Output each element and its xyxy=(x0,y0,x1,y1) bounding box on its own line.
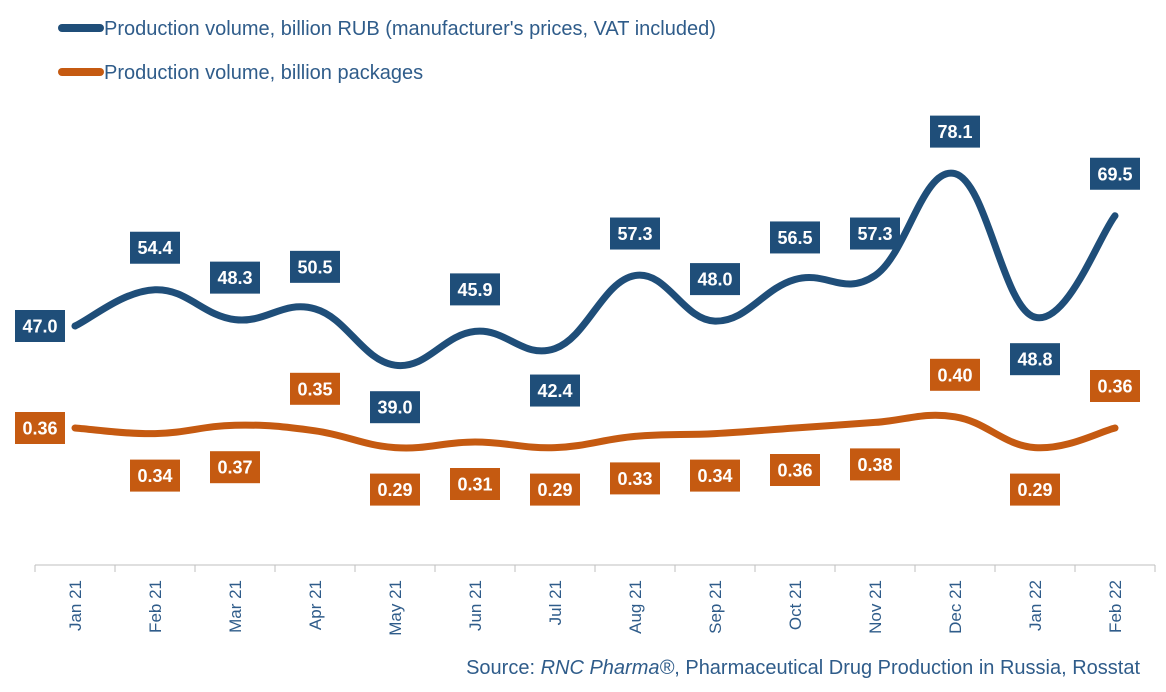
data-label-box xyxy=(450,273,500,306)
data-label-box xyxy=(530,374,580,407)
data-label: 50.5 xyxy=(297,257,332,277)
data-label-box xyxy=(1090,157,1140,190)
x-tick-label: Jun 21 xyxy=(466,580,485,631)
data-label-box xyxy=(930,115,980,148)
data-label-box xyxy=(130,459,180,492)
data-label: 54.4 xyxy=(137,238,172,258)
data-label-box xyxy=(770,454,820,486)
data-label-box xyxy=(15,412,65,444)
data-label-box xyxy=(210,261,260,294)
series-1: 47.0 54.4 48.3 50.5 39.0 45.9 42.4 57.3 48.0 56.5… xyxy=(15,115,1140,424)
x-tick-label: Dec 21 xyxy=(946,580,965,634)
legend: Production volume, billion RUB (manufact… xyxy=(58,18,716,84)
data-label: 0.36 xyxy=(22,419,57,439)
data-label-box xyxy=(610,217,660,250)
x-tick-label: Sep 21 xyxy=(706,580,725,634)
series-line xyxy=(71,169,1119,370)
x-axis: Jan 21 Feb 21 Mar 21 Apr 21 May 21 Jun 21 Jul … xyxy=(34,564,1156,636)
data-label-box xyxy=(210,451,260,484)
x-tick-label: Mar 21 xyxy=(226,580,245,633)
source-prefix: Source: xyxy=(466,657,541,679)
data-label: 0.31 xyxy=(457,475,492,495)
data-label: 0.40 xyxy=(937,365,972,385)
data-label: 0.38 xyxy=(857,455,892,475)
data-label: 0.29 xyxy=(537,480,572,500)
data-label-box xyxy=(290,372,340,405)
x-tick-label: Nov 21 xyxy=(866,580,885,634)
x-tick-label: Feb 21 xyxy=(146,580,165,633)
plot-area: 47.0 54.4 48.3 50.5 39.0 45.9 42.4 57.3 48.0 56.5… xyxy=(15,115,1140,506)
data-label: 48.3 xyxy=(217,268,252,288)
data-label-box xyxy=(930,358,980,391)
data-label-box xyxy=(370,473,420,506)
series-2: 0.36 0.34 0.37 0.35 0.29 0.31 0.29 0.33 0.34 0.36… xyxy=(15,358,1140,506)
data-label-box xyxy=(690,459,740,492)
data-label-box xyxy=(1090,370,1140,402)
data-label-box xyxy=(690,263,740,296)
data-label: 57.3 xyxy=(617,224,652,244)
source-suffix: , Pharmaceutical Drug Production in Russ… xyxy=(674,657,1140,679)
data-label: 0.34 xyxy=(137,466,172,486)
x-tick-label: Oct 21 xyxy=(786,580,805,630)
data-label: 78.1 xyxy=(937,122,972,142)
data-label-box xyxy=(450,468,500,500)
data-label: 69.5 xyxy=(1097,164,1132,184)
data-label-box xyxy=(770,221,820,254)
data-label: 47.0 xyxy=(22,317,57,337)
data-label: 0.37 xyxy=(217,458,252,478)
data-label: 0.29 xyxy=(1017,480,1052,500)
x-tick-label: Aug 21 xyxy=(626,580,645,634)
legend-label: Production volume, billion packages xyxy=(104,62,423,84)
data-label: 0.36 xyxy=(1097,377,1132,397)
x-tick-label: Apr 21 xyxy=(306,580,325,630)
x-tick-label: Jan 21 xyxy=(66,580,85,631)
data-label: 0.29 xyxy=(377,480,412,500)
data-label-box xyxy=(850,217,900,250)
x-tick-label: May 21 xyxy=(386,580,405,636)
data-label-box xyxy=(15,310,65,342)
source-note: Source: RNC Pharma®, Pharmaceutical Drug… xyxy=(466,657,1140,680)
data-label: 48.8 xyxy=(1017,350,1052,370)
data-label: 39.0 xyxy=(377,398,412,418)
x-tick-label: Jan 22 xyxy=(1026,580,1045,631)
source-brand: RNC Pharma® xyxy=(540,657,675,679)
data-label: 0.33 xyxy=(617,469,652,489)
series-line xyxy=(71,411,1119,452)
data-label-box xyxy=(610,462,660,495)
data-label: 56.5 xyxy=(777,228,812,248)
data-label-box xyxy=(290,250,340,283)
data-label: 57.3 xyxy=(857,224,892,244)
x-tick-label: Feb 22 xyxy=(1106,580,1125,633)
data-label-box xyxy=(1010,343,1060,376)
data-label-box xyxy=(370,391,420,424)
data-label: 48.0 xyxy=(697,270,732,290)
data-label: 42.4 xyxy=(537,381,572,401)
data-label: 45.9 xyxy=(457,280,492,300)
data-label-box xyxy=(1010,473,1060,506)
data-label-box xyxy=(130,231,180,264)
data-label: 0.35 xyxy=(297,379,332,399)
data-label-box xyxy=(530,473,580,506)
legend-label: Production volume, billion RUB (manufact… xyxy=(104,18,716,40)
data-label-box xyxy=(850,448,900,481)
data-label: 0.36 xyxy=(777,461,812,481)
x-tick-label: Jul 21 xyxy=(546,580,565,625)
data-label: 0.34 xyxy=(697,466,732,486)
